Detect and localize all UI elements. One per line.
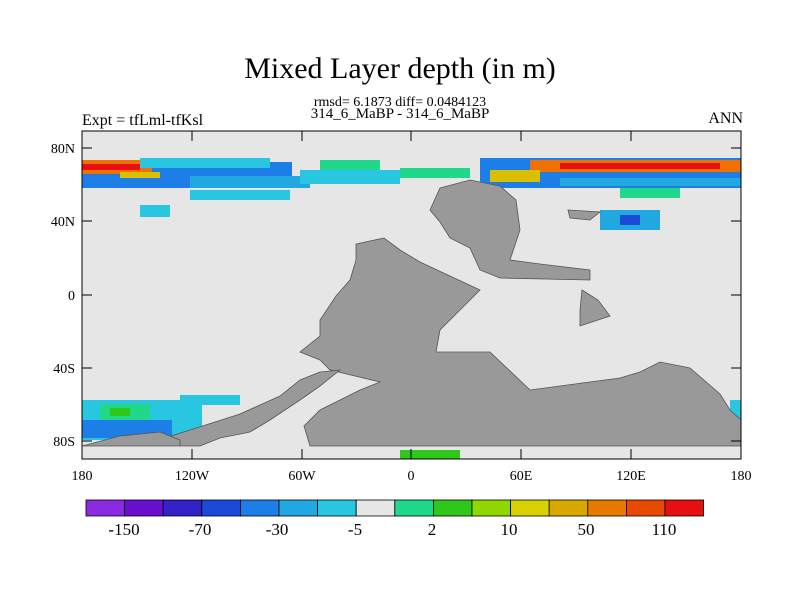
lon-tick-label: 120E: [616, 469, 646, 484]
lon-tick-label: 60W: [288, 469, 316, 484]
colorbar-label: 110: [652, 520, 677, 539]
lon-tick-label: 60E: [510, 469, 533, 484]
colorbar-label: -5: [348, 520, 362, 539]
lon-tick-labels: 180 120W 60W 0 60E 120E 180: [72, 469, 752, 484]
lon-tick-label: 120W: [175, 469, 210, 484]
colorbar-swatch: [471, 499, 511, 517]
colorbar: [85, 499, 704, 517]
colorbar-labels: -150 -70 -30 -5 2 10 50 110: [108, 520, 676, 539]
land-masses: [81, 179, 742, 447]
colorbar-swatch: [239, 499, 280, 517]
lon-tick-label: 0: [408, 469, 415, 484]
colorbar-label: -70: [189, 520, 212, 539]
colorbar-label: -30: [266, 520, 289, 539]
north-anomaly-band: [82, 158, 741, 230]
colorbar-label: 2: [428, 520, 437, 539]
lat-tick-labels: 80N 40N 0 40S 80S: [51, 142, 75, 450]
colorbar-swatch: [317, 499, 357, 517]
lon-tick-label: 180: [731, 469, 752, 484]
lat-tick-label: 80S: [53, 435, 75, 450]
colorbar-swatch: [162, 499, 203, 517]
lat-tick-label: 40S: [53, 362, 75, 377]
colorbar-swatch: [432, 499, 473, 517]
colorbar-label: 10: [501, 520, 518, 539]
colorbar-label: -150: [108, 520, 139, 539]
season-label: ANN: [708, 110, 743, 127]
colorbar-swatch: [587, 499, 627, 517]
case-label: 314_6_MaBP - 314_6_MaBP: [310, 106, 490, 122]
colorbar-swatch: [548, 499, 589, 517]
colorbar-swatch: [510, 499, 550, 517]
stats-text: rmsd= 6.1873 diff= 0.0484123: [313, 95, 487, 110]
colorbar-swatch: [85, 499, 125, 517]
lat-tick-label: 80N: [51, 142, 75, 157]
colorbar-swatch: [201, 499, 241, 517]
colorbar-label: 50: [578, 520, 595, 539]
lon-tick-label: 180: [72, 469, 93, 484]
plot-title: Mixed Layer depth (in m): [244, 52, 556, 85]
colorbar-swatch: [355, 499, 396, 517]
colorbar-swatch: [278, 499, 318, 517]
lon-ticks: [191, 131, 632, 459]
colorbar-swatch: [626, 499, 666, 517]
lat-tick-label: 0: [68, 289, 75, 304]
colorbar-swatch: [664, 499, 704, 517]
colorbar-swatch: [124, 499, 164, 517]
expt-label: Expt = tfLml-tfKsl: [82, 112, 204, 129]
lat-tick-label: 40N: [51, 215, 75, 230]
lat-ticks: [82, 147, 741, 442]
colorbar-swatch: [394, 499, 434, 517]
